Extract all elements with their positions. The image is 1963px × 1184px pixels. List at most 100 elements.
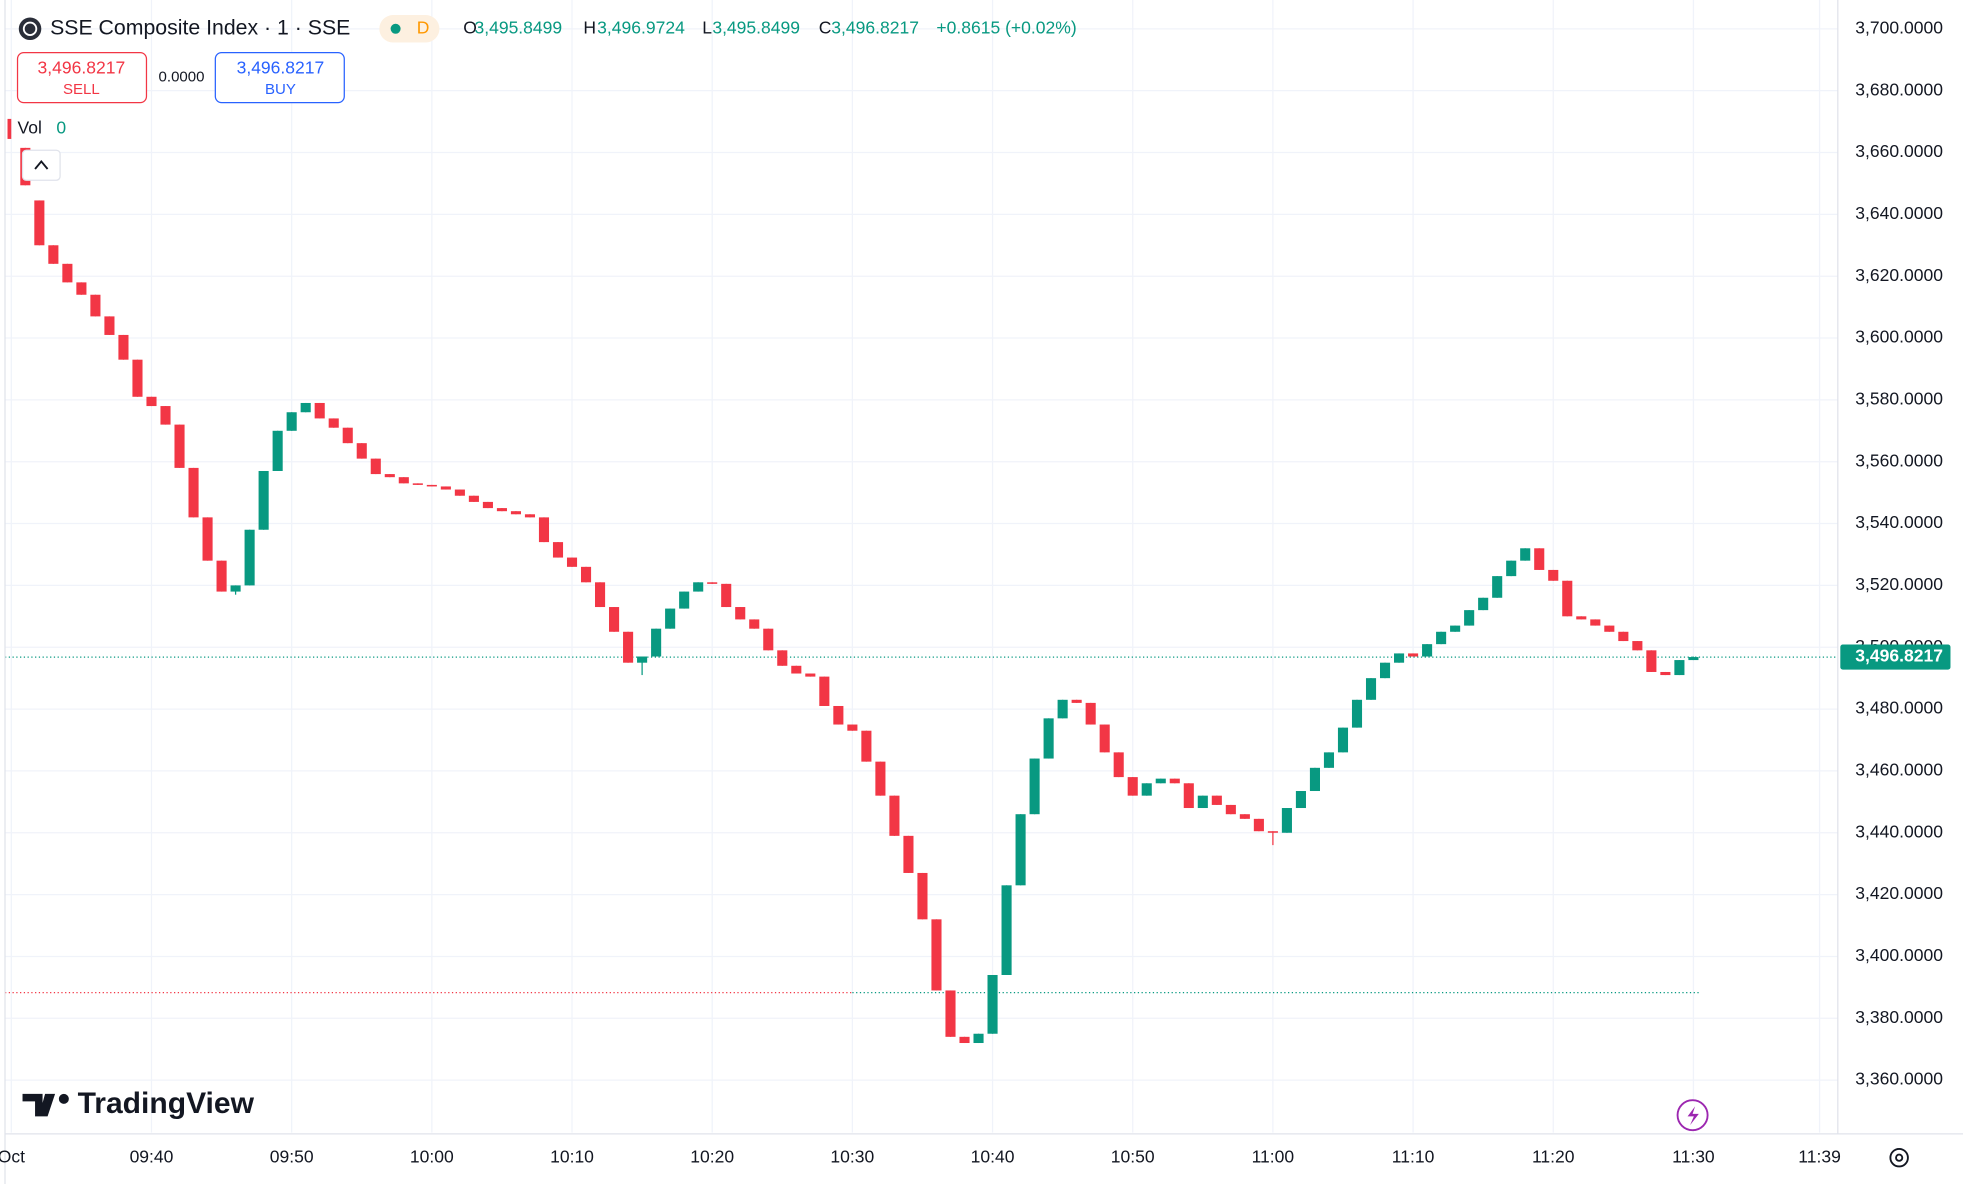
candle-body	[1548, 569, 1559, 581]
candle-body	[1590, 619, 1601, 626]
sell-price: 3,496.8217	[38, 57, 126, 77]
candle-body	[48, 245, 59, 264]
candle-body	[1267, 831, 1278, 833]
candle-body	[1436, 631, 1447, 645]
candle-body	[1127, 777, 1138, 796]
x-tick-label: 11:30	[1672, 1146, 1715, 1166]
grid	[5, 0, 1838, 1133]
candle-body	[651, 628, 662, 657]
last-price-label: 3,496.8217	[1855, 646, 1943, 666]
candle-body	[847, 724, 858, 731]
candle-body	[1394, 653, 1405, 663]
collapse-button[interactable]	[21, 149, 61, 181]
settings-button[interactable]	[1889, 1148, 1909, 1168]
candle-body	[693, 582, 704, 592]
candle-body	[1043, 718, 1054, 759]
y-tick-label: 3,420.0000	[1855, 883, 1943, 903]
x-tick-label: 11:39	[1798, 1146, 1841, 1166]
candle-body	[244, 529, 255, 586]
candle-body	[426, 484, 437, 487]
candle-body	[679, 591, 690, 609]
candle-body	[202, 517, 213, 561]
y-tick-label: 3,460.0000	[1855, 760, 1943, 780]
candle-body	[805, 673, 816, 677]
candle-body	[90, 294, 101, 317]
status-pill[interactable]	[379, 15, 440, 43]
candle-body	[34, 200, 45, 246]
candle-body	[258, 470, 269, 530]
sell-label: SELL	[63, 81, 100, 98]
reference-lines	[5, 656, 1838, 994]
x-tick-label: 09:40	[130, 1146, 174, 1166]
buy-button[interactable]	[214, 51, 345, 104]
candle-body	[623, 631, 634, 663]
candle-body	[1632, 641, 1643, 651]
brand-name: TradingView	[78, 1087, 255, 1120]
candle-body	[510, 511, 521, 515]
axes: 3,360.0000 3,380.0000 3,400.0000 3,420.0000…	[0, 17, 1951, 1166]
status-badge: D	[417, 17, 430, 37]
change: +0.8615 (+0.02%)	[936, 17, 1076, 37]
symbol-icon	[18, 17, 42, 41]
candle-body	[132, 359, 143, 397]
candle-body	[62, 263, 73, 283]
lightning-icon	[1687, 1106, 1699, 1126]
vol-label: Vol	[18, 118, 42, 138]
candle-body	[1618, 631, 1629, 642]
x-tick-label: 10:20	[690, 1146, 734, 1166]
header: SSE Composite Index · 1 · SSE D O 3,495.…	[7, 15, 1077, 181]
candle-body	[1309, 767, 1320, 792]
candle-body	[791, 665, 802, 674]
candle-body	[314, 402, 325, 419]
candle-body	[959, 1036, 970, 1044]
candle-body	[468, 495, 479, 502]
y-tick-label: 3,520.0000	[1855, 574, 1943, 594]
candle-body	[819, 676, 830, 706]
candle-body	[1323, 752, 1335, 768]
buy-price: 3,496.8217	[237, 57, 325, 77]
vol-value: 0	[56, 118, 66, 138]
y-tick-label: 3,380.0000	[1855, 1007, 1943, 1027]
x-tick-label: 10:40	[971, 1146, 1015, 1166]
candle-body	[104, 316, 115, 335]
sell-button[interactable]	[16, 51, 148, 104]
candle-body	[1183, 783, 1194, 809]
candle-body	[496, 508, 507, 512]
candle-body	[987, 974, 998, 1034]
candle-body	[300, 402, 311, 413]
candle-body	[1422, 644, 1433, 657]
candle-body	[566, 557, 578, 567]
candle-body	[1534, 548, 1545, 570]
y-tick-label: 3,400.0000	[1855, 945, 1943, 965]
candle-body	[1197, 795, 1208, 809]
candle-body	[1660, 671, 1671, 676]
x-tick-label: 10:50	[1111, 1146, 1155, 1166]
ohlc-key: L	[702, 17, 712, 37]
y-tick-label: 3,560.0000	[1855, 450, 1943, 470]
x-tick-label: 10:10	[550, 1146, 594, 1166]
candle-body	[230, 585, 241, 592]
candle-body	[1674, 660, 1685, 676]
candle-body	[1520, 548, 1531, 561]
ohlc-key: O	[463, 17, 477, 37]
candle-body	[580, 566, 592, 583]
candle-body	[1029, 758, 1040, 815]
candle-body	[777, 650, 788, 666]
y-tick-label: 3,580.0000	[1855, 389, 1943, 409]
market-dot	[390, 23, 401, 34]
ohlc-value: 3,495.8499	[712, 17, 800, 37]
candle-body	[1604, 625, 1615, 632]
candle-body	[609, 607, 620, 632]
candle-body	[342, 427, 353, 444]
candle-body	[1141, 783, 1152, 796]
ohlc-value: 3,496.9724	[597, 17, 685, 37]
candle-body	[328, 418, 339, 428]
spread: 0.0000	[159, 69, 205, 86]
symbol-title[interactable]: SSE Composite Index · 1 · SSE	[50, 15, 350, 39]
x-tick-label: 10:00	[410, 1146, 454, 1166]
last-price-tag	[1840, 644, 1951, 670]
candle-body	[945, 990, 956, 1037]
candle-body	[76, 282, 87, 295]
x-tick-label: 09:50	[270, 1146, 314, 1166]
